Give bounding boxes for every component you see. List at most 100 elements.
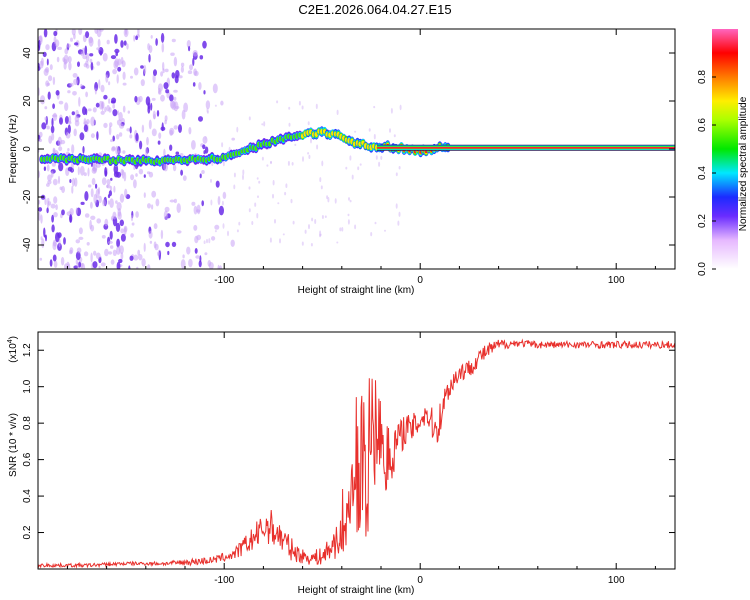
spectral-noise-speckle xyxy=(178,124,182,133)
spectral-noise-speckle xyxy=(59,186,63,191)
spectral-noise-speckle xyxy=(191,140,196,150)
spectral-noise-speckle xyxy=(119,123,125,129)
spectral-noise-speckle xyxy=(101,177,107,186)
spectral-noise-speckle xyxy=(90,116,96,127)
spectral-noise-speckle xyxy=(288,122,291,127)
spectral-noise-speckle xyxy=(49,64,53,71)
y-tick-label: 0.8 xyxy=(22,416,33,430)
spectral-noise-speckle xyxy=(118,132,123,137)
spectral-noise-speckle xyxy=(143,242,146,252)
spectral-noise-speckle xyxy=(148,230,153,239)
colorbar-tick-label: 0.4 xyxy=(697,166,708,180)
spectral-noise-speckle xyxy=(53,212,58,218)
y-tick-label: 20 xyxy=(22,95,33,107)
spectral-noise-speckle xyxy=(194,70,199,77)
spectral-noise-speckle xyxy=(128,265,131,269)
spectral-noise-speckle xyxy=(236,229,239,233)
spectral-noise-speckle xyxy=(151,190,157,198)
spectral-noise-speckle xyxy=(256,177,259,180)
y-tick-label: 0.2 xyxy=(22,525,33,539)
spectral-noise-speckle xyxy=(116,261,121,269)
spectral-noise-speckle xyxy=(180,169,184,176)
spectral-noise-speckle xyxy=(324,215,327,218)
spectral-noise-speckle xyxy=(351,174,354,180)
spectral-noise-speckle xyxy=(171,72,176,79)
spectral-noise-speckle xyxy=(91,167,97,174)
spectral-noise-speckle xyxy=(157,251,160,256)
spectral-noise-speckle xyxy=(119,219,125,227)
spectral-noise-speckle xyxy=(95,183,98,189)
spectral-noise-speckle xyxy=(110,55,117,60)
spectral-noise-speckle xyxy=(173,125,178,130)
spectral-noise-speckle xyxy=(294,143,297,146)
spectral-noise-speckle xyxy=(74,42,79,46)
spectral-noise-speckle xyxy=(354,224,357,230)
spectral-noise-speckle xyxy=(110,139,114,143)
spectral-noise-speckle xyxy=(167,250,170,256)
spectral-noise-speckle xyxy=(72,91,77,96)
spectral-noise-speckle xyxy=(254,202,257,207)
spectral-noise-speckle xyxy=(133,179,137,189)
spectral-noise-speckle xyxy=(319,177,322,183)
spectral-noise-speckle xyxy=(96,218,101,224)
spectral-noise-speckle xyxy=(120,40,124,48)
spectral-noise-speckle xyxy=(46,201,50,209)
spectral-noise-speckle xyxy=(88,184,92,188)
spectral-noise-speckle xyxy=(52,241,57,251)
spectral-noise-speckle xyxy=(141,124,145,133)
spectral-noise-speckle xyxy=(307,152,310,155)
spectral-noise-speckle xyxy=(115,51,118,57)
spectral-noise-speckle xyxy=(83,124,88,132)
spectral-noise-speckle xyxy=(118,258,123,264)
spectral-noise-speckle xyxy=(192,50,198,57)
spectral-noise-speckle xyxy=(202,40,207,49)
snr-scale-note: (x104) xyxy=(7,336,19,363)
spectral-noise-speckle xyxy=(242,174,244,181)
spectral-noise-speckle xyxy=(107,194,111,199)
spectral-noise-speckle xyxy=(89,58,93,63)
spectral-noise-speckle xyxy=(398,166,401,170)
spectral-noise-speckle xyxy=(78,96,81,107)
spectral-noise-speckle xyxy=(153,223,158,230)
spectral-noise-speckle xyxy=(160,229,164,240)
spectral-noise-speckle xyxy=(182,254,185,259)
spectral-noise-speckle xyxy=(122,71,126,81)
spectral-noise-speckle xyxy=(98,195,102,204)
spectral-noise-speckle xyxy=(173,96,177,101)
spectral-noise-speckle xyxy=(163,162,169,172)
spectral-noise-speckle xyxy=(148,45,153,54)
spectral-noise-speckle xyxy=(84,191,89,201)
spectral-noise-speckle xyxy=(368,128,371,132)
spectral-noise-speckle xyxy=(104,248,109,257)
spectral-noise-speckle xyxy=(68,61,72,71)
spectral-noise-speckle xyxy=(88,36,93,44)
spectral-noise-speckle xyxy=(157,140,161,145)
spectral-noise-speckle xyxy=(214,224,220,230)
spectral-noise-speckle xyxy=(68,115,72,123)
spectral-noise-speckle xyxy=(154,243,159,251)
spectral-noise-speckle xyxy=(169,144,173,151)
spectral-noise-speckle xyxy=(95,252,101,260)
spectral-noise-speckle xyxy=(147,203,151,209)
spectral-noise-speckle xyxy=(104,218,109,227)
spectral-noise-speckle xyxy=(348,197,350,201)
spectral-noise-speckle xyxy=(131,222,135,226)
spectral-noise-speckle xyxy=(44,116,47,121)
spectral-noise-speckle xyxy=(58,162,64,172)
spectral-noise-speckle xyxy=(107,240,113,244)
spectral-noise-speckle xyxy=(188,258,193,268)
spectral-noise-speckle xyxy=(310,243,313,247)
spectral-noise-speckle xyxy=(78,236,84,240)
spectral-noise-speckle xyxy=(90,224,95,232)
spectral-noise-speckle xyxy=(198,116,203,122)
spectral-noise-speckle xyxy=(123,227,127,236)
spectral-noise-speckle xyxy=(64,102,69,112)
spectral-noise-speckle xyxy=(39,257,43,261)
spectral-noise-speckle xyxy=(138,254,143,261)
spectral-noise-speckle xyxy=(334,198,337,204)
spectral-noise-speckle xyxy=(248,116,251,121)
spectral-noise-speckle xyxy=(87,108,92,112)
spectral-noise-speckle xyxy=(113,185,116,193)
spectral-noise-speckle xyxy=(92,107,97,113)
spectral-noise-speckle xyxy=(66,43,71,48)
